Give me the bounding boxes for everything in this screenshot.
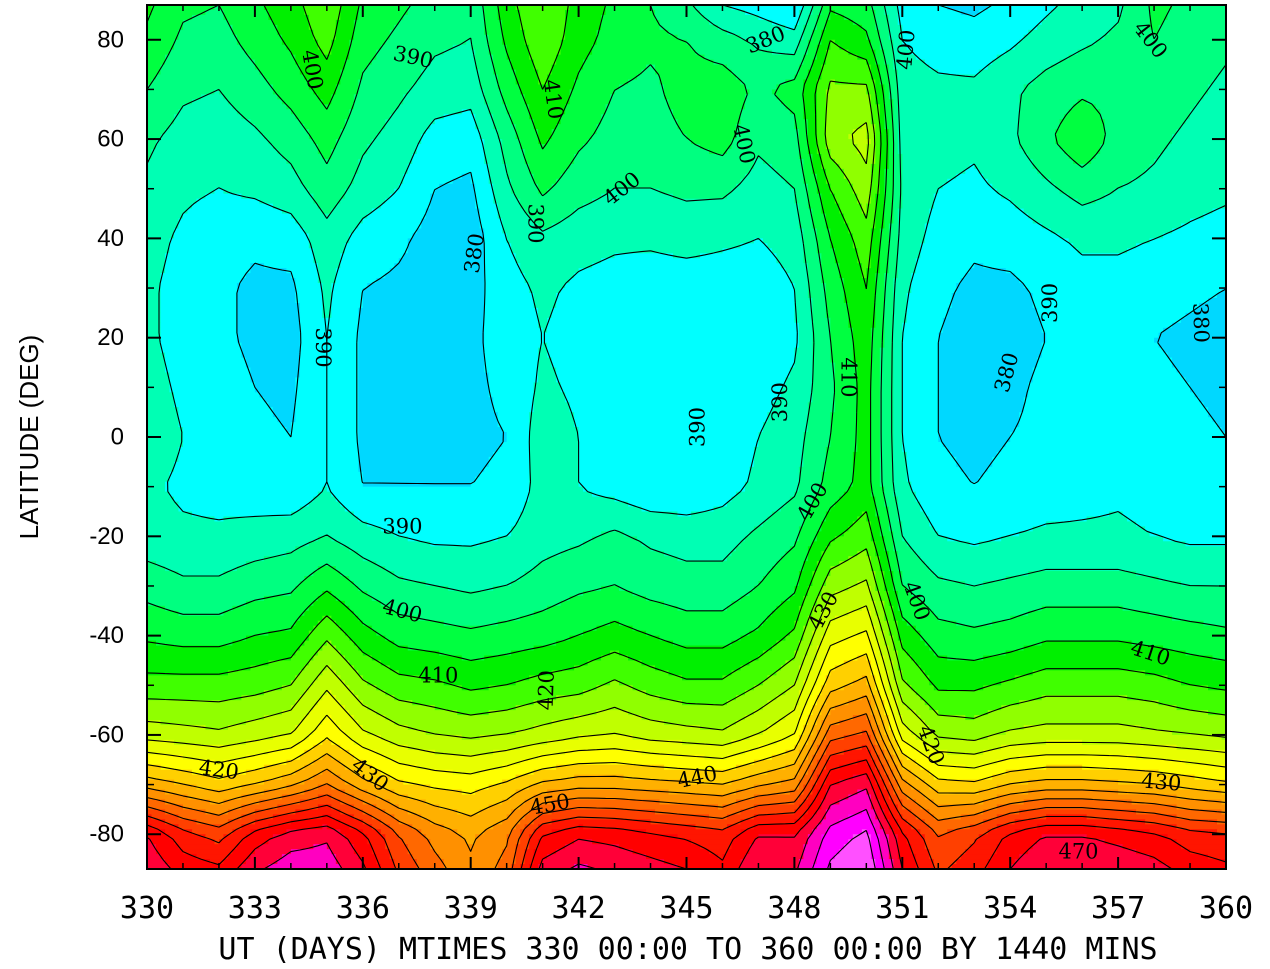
contour-value-label: 390 (768, 382, 792, 422)
contour-line (147, 713, 1226, 869)
contour-line (826, 829, 876, 869)
y-tick-label: 0 (111, 424, 124, 451)
x-axis-label: UT (DAYS) MTIMES 330 00:00 TO 360 00:00 … (218, 932, 1157, 967)
contour-value-label: 420 (534, 670, 559, 711)
contour-value-label: 390 (382, 514, 422, 538)
contour-line (147, 5, 1226, 630)
y-tick-label: 80 (97, 26, 124, 53)
x-tick-label: 339 (444, 891, 498, 926)
x-tick-label: 360 (1199, 891, 1253, 926)
contour-line (147, 5, 1226, 661)
contour-line (147, 5, 1226, 594)
y-axis-label: LATITUDE (DEG) (14, 335, 44, 540)
contour-line (147, 695, 1226, 852)
contour-value-label: 420 (197, 755, 240, 784)
contour-line (263, 788, 1083, 869)
x-tick-label: 348 (767, 891, 821, 926)
x-tick-label: 333 (228, 891, 282, 926)
contour-line (147, 80, 1226, 719)
contour-value-label: 390 (311, 328, 335, 368)
y-tick-label: -20 (89, 523, 124, 550)
contour-line (147, 745, 1226, 869)
x-tick-label: 351 (875, 891, 929, 926)
x-tick-label: 354 (983, 891, 1037, 926)
y-tick-label: 60 (97, 126, 124, 153)
y-tick-label: -40 (89, 622, 124, 649)
contour-value-label: 400 (892, 29, 919, 71)
contour-line (147, 5, 1226, 692)
x-tick-label: 342 (552, 891, 606, 926)
contour-line (147, 122, 1226, 741)
contour-value-label: 470 (1058, 840, 1098, 864)
contour-line (147, 730, 1226, 869)
contour-value-label: 390 (1038, 283, 1062, 323)
contour-value-label: 380 (1188, 302, 1213, 343)
x-tick-label: 345 (659, 891, 713, 926)
contour-line-layer (147, 5, 1226, 869)
y-tick-label: -60 (89, 721, 124, 748)
contour-line (811, 808, 885, 869)
x-tick-label: 336 (336, 891, 390, 926)
x-tick-label: 357 (1091, 891, 1145, 926)
axis-ticks: 330 333 336 339 342 345 348 351 354 357 360 80 60 40 2… (89, 5, 1253, 926)
contour-value-label: 410 (836, 357, 860, 397)
contour-line (147, 653, 1226, 795)
contour-line (147, 605, 1226, 757)
contour-value-label: 390 (523, 203, 547, 243)
contour-value-label: 430 (1140, 768, 1182, 795)
contour-line (147, 675, 1226, 817)
contour-value-label: 390 (685, 407, 709, 447)
contour-line (147, 759, 1226, 869)
y-tick-label: -80 (89, 821, 124, 848)
y-tick-label: 20 (97, 324, 124, 351)
contour-fill-layer (147, 5, 1226, 869)
contour-line (147, 630, 1226, 775)
contour-value-label: 410 (539, 78, 568, 121)
contour-line (147, 773, 1173, 869)
y-tick-label: 40 (97, 225, 124, 252)
x-tick-label: 330 (120, 891, 174, 926)
contour-value-label: 410 (418, 663, 458, 687)
contour-line (158, 5, 1226, 547)
contour-line (236, 5, 1226, 485)
contour-value-label: 380 (460, 232, 489, 275)
